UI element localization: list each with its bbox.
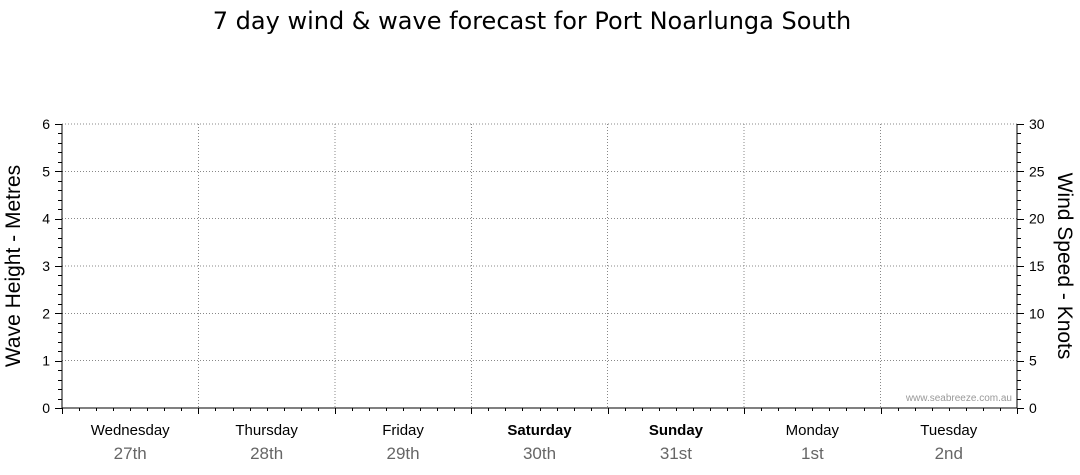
date-label: 31st — [660, 444, 692, 463]
date-label: 28th — [250, 444, 283, 463]
right-tick-label: 0 — [1029, 400, 1037, 416]
day-label: Tuesday — [920, 422, 977, 439]
right-tick-label: 15 — [1029, 258, 1045, 274]
day-label: Saturday — [507, 422, 572, 439]
day-label: Sunday — [649, 422, 704, 439]
day-label: Friday — [382, 422, 424, 439]
left-tick-label: 0 — [42, 400, 50, 416]
right-tick-label: 25 — [1029, 163, 1045, 179]
date-label: 29th — [387, 444, 420, 463]
day-label: Wednesday — [91, 422, 170, 439]
date-label: 2nd — [935, 444, 963, 463]
left-tick-label: 5 — [42, 163, 50, 179]
left-tick-label: 3 — [42, 258, 50, 274]
date-label: 27th — [114, 444, 147, 463]
left-tick-label: 2 — [42, 305, 50, 321]
day-label: Monday — [786, 422, 840, 439]
right-axis-label: Wind Speed - Knots — [1053, 173, 1076, 360]
right-y-axis-ticks: 0 5 10 15 20 25 30 — [1017, 116, 1045, 416]
chart-title: 7 day wind & wave forecast for Port Noar… — [213, 7, 851, 35]
right-tick-label: 20 — [1029, 211, 1045, 227]
right-tick-label: 10 — [1029, 305, 1045, 321]
date-label: 30th — [523, 444, 556, 463]
left-axis-label: Wave Height - Metres — [2, 165, 25, 367]
x-axis-ticks: Wednesday 27th Thursday 28th Friday 29th Satur… — [62, 408, 1018, 463]
right-tick-label: 5 — [1029, 353, 1037, 369]
left-y-axis-ticks: 0 1 2 3 4 5 6 — [42, 116, 62, 416]
left-tick-label: 1 — [42, 353, 50, 369]
day-label: Thursday — [235, 422, 298, 439]
right-tick-label: 30 — [1029, 116, 1045, 132]
date-label: 1st — [801, 444, 824, 463]
watermark: www.seabreeze.com.au — [905, 393, 1012, 404]
grid-lines — [62, 123, 1017, 408]
left-tick-label: 6 — [42, 116, 50, 132]
left-tick-label: 4 — [42, 211, 50, 227]
